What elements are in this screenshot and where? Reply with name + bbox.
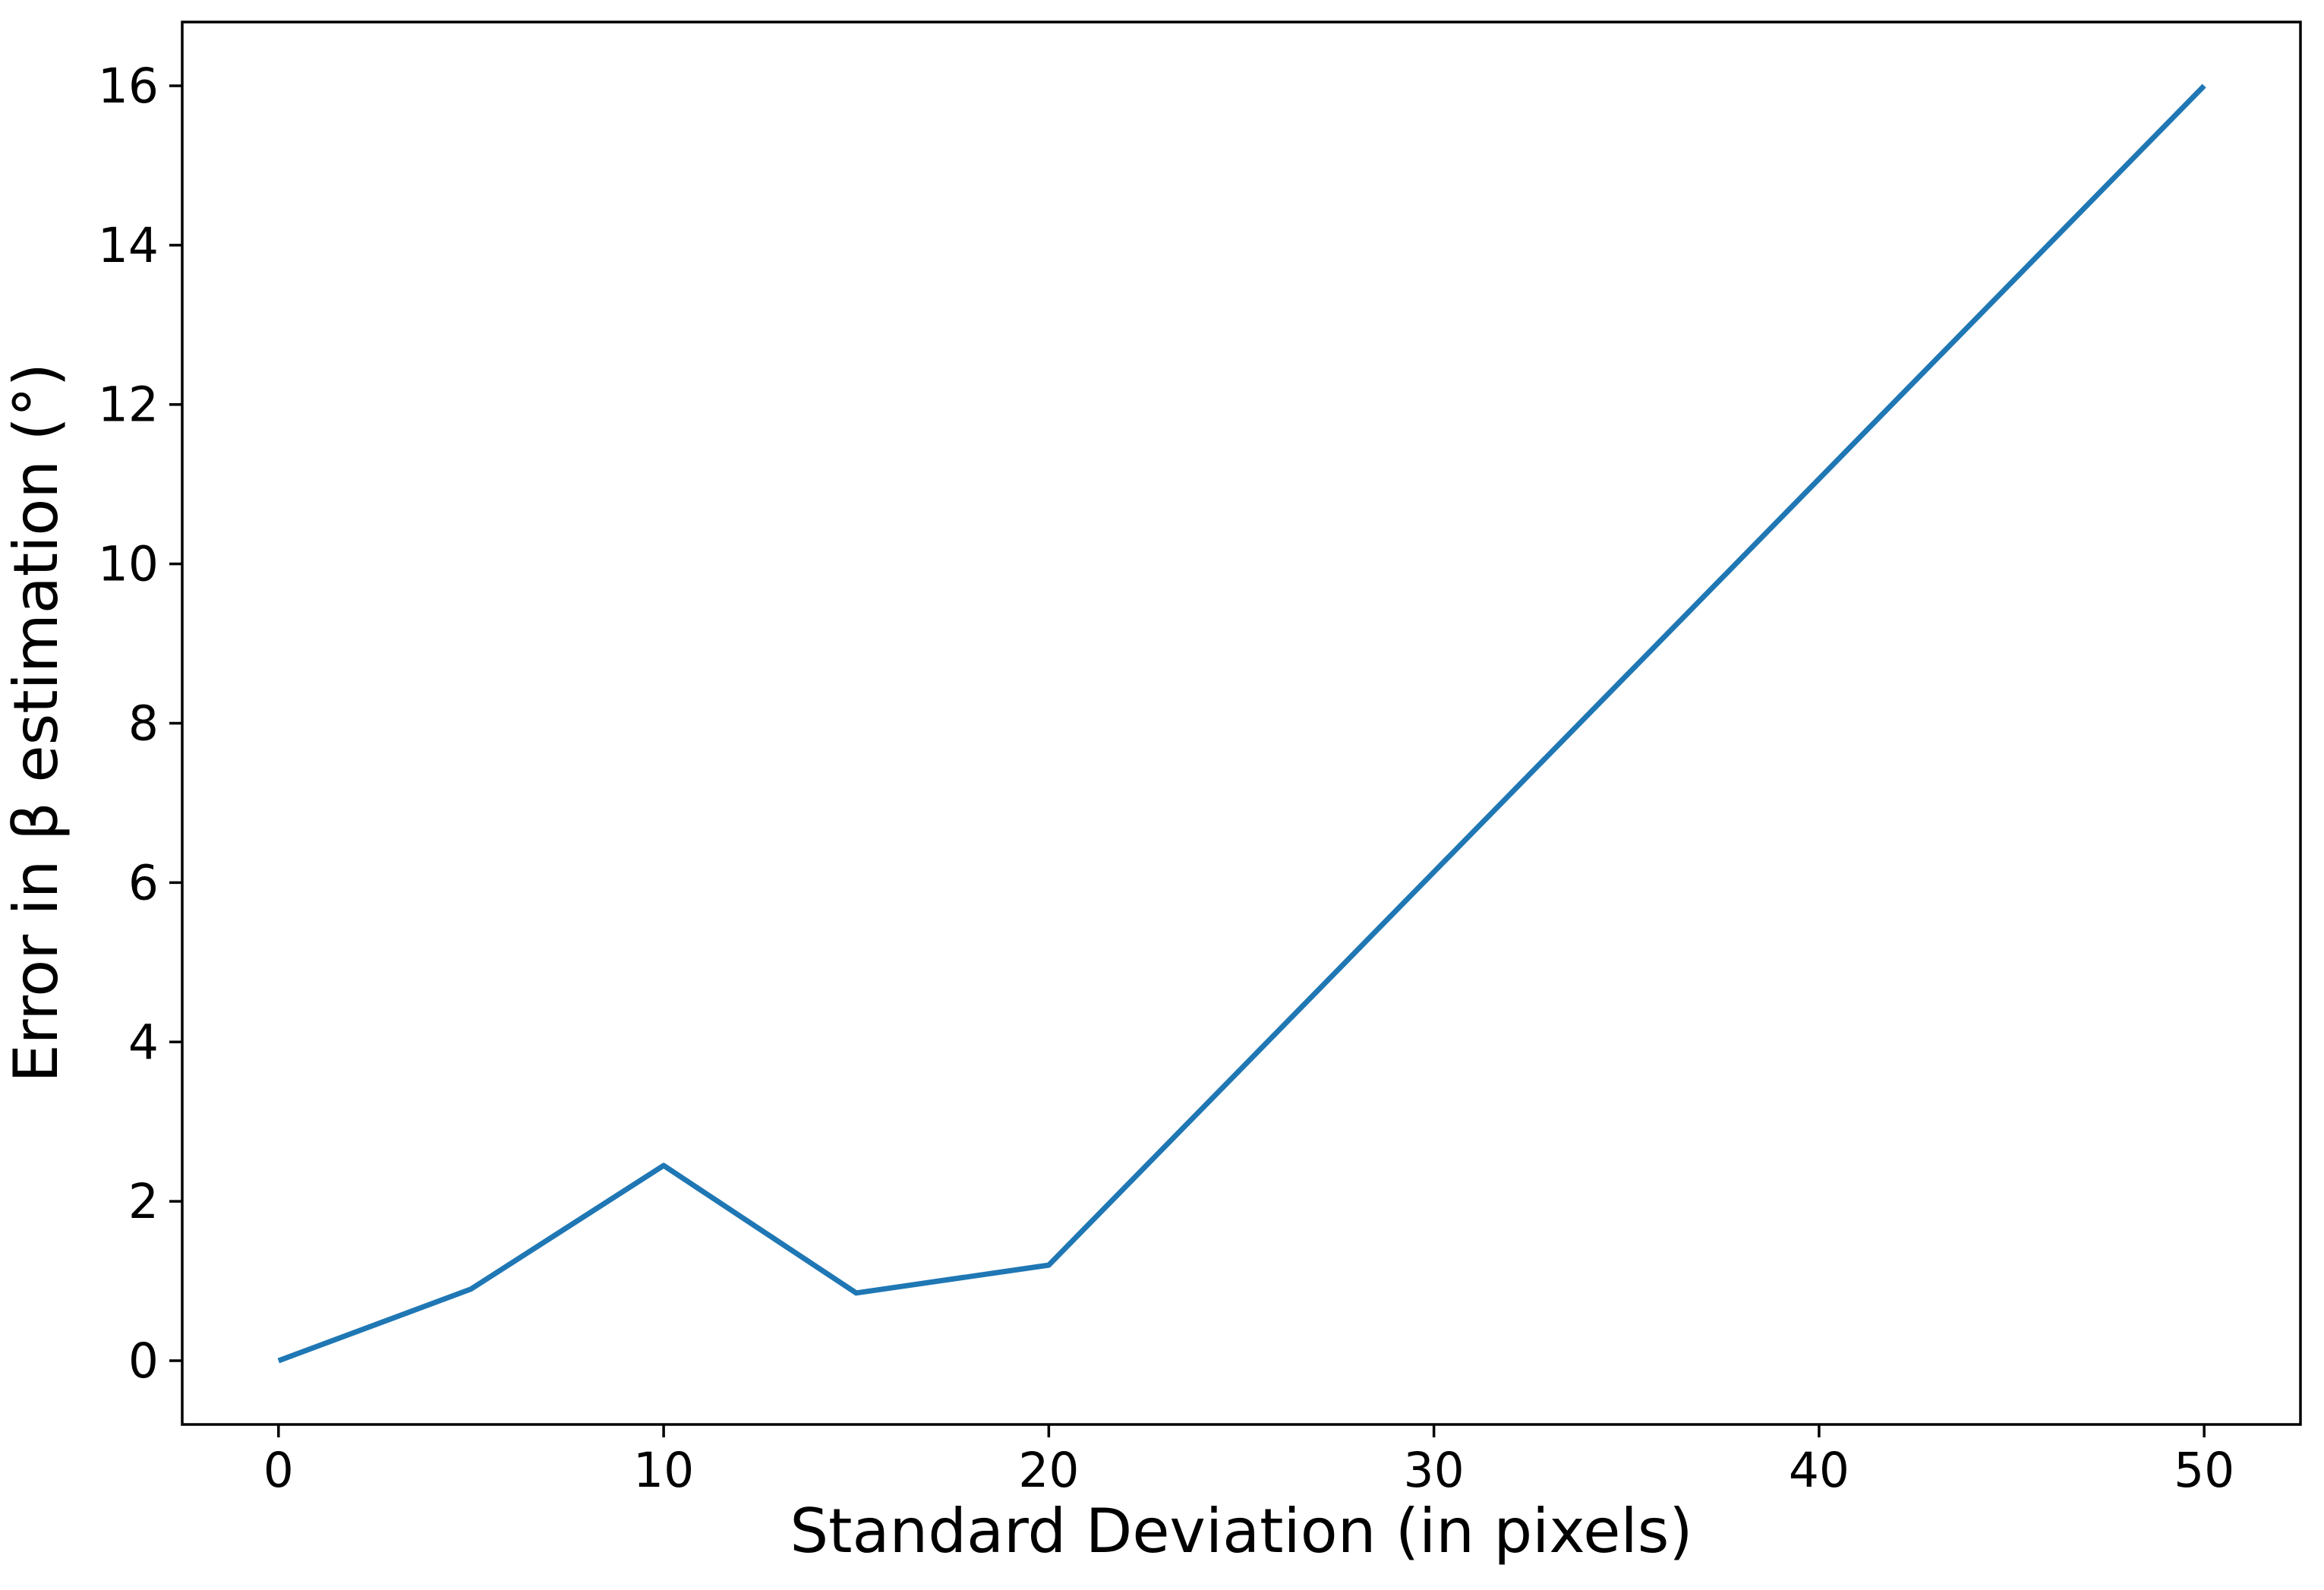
tick-labels: 0 10 20 30 40 50 0 2 4 6 8 10 12 14 16 [98,58,2234,1498]
y-tick-label: 8 [128,696,159,752]
x-tick-label: 10 [633,1443,694,1498]
tick-marks [169,84,2206,1437]
x-tick-label: 0 [263,1443,294,1498]
y-tick-label: 14 [98,218,159,273]
x-tick-label: 50 [2174,1443,2234,1498]
y-tick-label: 12 [98,377,159,433]
y-tick-label: 0 [128,1333,159,1389]
x-axis-label: Standard Deviation (in pixels) [790,1496,1692,1566]
data-line [277,84,2206,1364]
y-tick-label: 4 [128,1014,159,1070]
series-group [277,84,2206,1364]
y-tick-label: 6 [128,855,159,910]
y-tick-label: 2 [128,1174,159,1229]
x-tick-label: 20 [1018,1443,1079,1498]
x-tick-label: 40 [1789,1443,1849,1498]
y-axis-label: Error in β estimation (°) [1,363,71,1083]
y-tick-label: 10 [98,537,159,592]
plot-border [181,21,2302,1426]
x-tick-label: 30 [1404,1443,1465,1498]
y-tick-label: 16 [98,58,159,114]
